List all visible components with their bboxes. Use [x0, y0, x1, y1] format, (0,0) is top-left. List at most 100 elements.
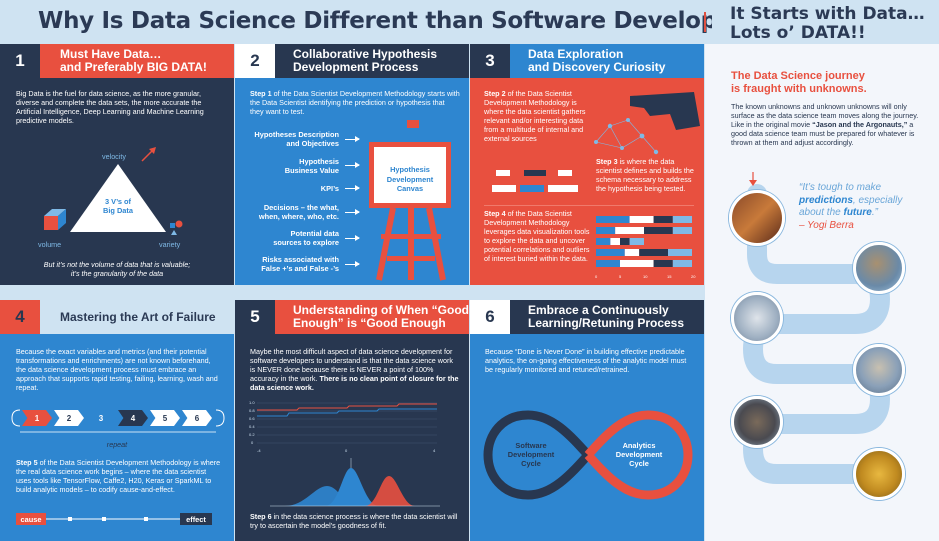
accuracy-line-chart: 1.00.8 0.60.4 0.20 -4 0 4 [249, 400, 437, 453]
volume-label: volume [38, 240, 62, 249]
quote-author: – Yogi Berra [799, 220, 854, 231]
bar-segment [672, 260, 692, 267]
panel-4-number: 4 [0, 300, 40, 334]
panel-2-heading: Collaborative Hypothesis Development Pro… [293, 48, 437, 74]
journey-heading-line2: is fraught with unknowns. [731, 83, 867, 95]
quote-text: “It’s tough to make predictions, especia… [799, 182, 903, 218]
svg-text:1.0: 1.0 [249, 400, 255, 405]
hand-network-icon [594, 92, 700, 155]
panel-6-number: 6 [470, 300, 510, 334]
step-chevron: 6 [182, 410, 212, 426]
bronze-giant-photo [853, 242, 905, 294]
panel-3-heading: Data Exploration and Discovery Curiosity [528, 48, 665, 74]
panel-1: 1 Must Have Data… and Preferably BIG DAT… [0, 44, 234, 285]
panel-1-heading-line2: and Preferably BIG DATA! [60, 60, 207, 74]
right-title-line1: It Starts with Data… [730, 4, 925, 24]
panel-6-heading: Embrace a Continuously Learning/Retuning… [528, 304, 684, 330]
journey-heading: The Data Science journey is fraught with… [731, 70, 867, 96]
step5-text: Step 5 of the Data Scientist Development… [16, 458, 221, 494]
panel-4-heading: Mastering the Art of Failure [60, 310, 216, 324]
repeat-label: repeat [106, 440, 128, 449]
big-data-triangle [70, 164, 166, 232]
item-business-value: Hypothesis Business Value [284, 157, 339, 175]
journey-body: The known unknowns and unknown unknowns … [731, 102, 919, 147]
bar-segment [596, 238, 611, 245]
panel-2-number: 2 [235, 44, 275, 78]
item-objectives: Hypotheses Description and Objectives [254, 130, 339, 148]
distribution-curves [270, 458, 440, 507]
panel-3-header: 3 Data Exploration and Discovery Curiosi… [470, 44, 704, 78]
step6-text: Step 6 in the data science process is wh… [250, 512, 458, 530]
skeleton-warriors-photo [731, 292, 783, 344]
arrow-1 [345, 136, 360, 142]
schema-blocks [492, 170, 578, 192]
right-column: The Data Science journey is fraught with… [705, 44, 939, 541]
item-kpis: KPI’s [320, 184, 339, 193]
repeat-loop [11, 409, 225, 433]
panel-2: 2 Collaborative Hypothesis Development P… [235, 44, 469, 285]
hydra-photo [853, 344, 905, 396]
panel-4-body: Because the exact variables and metrics … [16, 347, 218, 392]
panel-2-heading-line1: Collaborative Hypothesis [293, 47, 438, 61]
panel-6: 6 Embrace a Continuously Learning/Retuni… [470, 300, 704, 541]
panel-4: 4 Mastering the Art of Failure Because t… [0, 300, 234, 541]
bar-segment [620, 260, 654, 267]
caption-line2: it’s the granularity of the data [70, 269, 164, 278]
step2-text: Step 2 of the Data Scientist Development… [484, 89, 586, 143]
item-decisions: Decisions – the what, when, where, who, e… [258, 203, 339, 221]
panel-3: 3 Data Exploration and Discovery Curiosi… [470, 44, 704, 285]
bar-segment [620, 238, 630, 245]
svg-text:0.8: 0.8 [249, 408, 255, 413]
variety-label: variety [159, 240, 181, 249]
panel-1-header: 1 Must Have Data… and Preferably BIG DAT… [0, 44, 234, 78]
item-data-sources: Potential data sources to explore [273, 229, 339, 247]
page-title: Why Is Data Science Different than Softw… [38, 8, 796, 34]
svg-text:0: 0 [251, 440, 254, 445]
panel-1-heading: Must Have Data… and Preferably BIG DATA! [60, 48, 207, 74]
panel-5-heading-line1: Understanding of When “Good [293, 303, 469, 317]
volume-cube [44, 209, 66, 230]
talos-photo [731, 396, 783, 448]
panel-3-divider [484, 205, 694, 206]
bar-segment [596, 227, 616, 234]
axis-tick-label: 20 [691, 274, 696, 279]
triangle-label-line1: 3 V’s of [104, 197, 131, 206]
panel-5: 5 Understanding of When “Good Enough” is… [235, 300, 469, 541]
panel-6-header: 6 Embrace a Continuously Learning/Retuni… [470, 300, 704, 334]
step-chevron: 3 [86, 410, 116, 426]
panel-2-heading-line2: Development Process [293, 60, 419, 74]
svg-text:0: 0 [345, 448, 348, 453]
three-vs-diagram [44, 147, 183, 235]
step-chevron: 1 [22, 410, 52, 426]
bar-segment [653, 216, 673, 223]
arrow-4 [345, 209, 360, 215]
step-chevron: 2 [54, 410, 84, 426]
bar-segment [668, 249, 692, 256]
journey-heading-line1: The Data Science journey [731, 70, 865, 82]
cause-label: cause [16, 513, 46, 525]
axis-tick-label: 5 [619, 274, 622, 279]
svg-text:-4: -4 [257, 448, 261, 453]
right-header: It Starts with Data… Lots o’ DATA!! [712, 0, 939, 44]
bar-segment [596, 249, 625, 256]
svg-text:4: 4 [433, 448, 436, 453]
axis-tick-label: 15 [667, 274, 672, 279]
panel-1-body: Big Data is the fuel for data science, a… [16, 89, 204, 125]
panel-6-body: Because “Done is Never Done” in building… [485, 347, 687, 374]
axis-tick-label: 10 [643, 274, 648, 279]
bar-segment [624, 249, 640, 256]
canvas-line1: Hypothesis [390, 165, 430, 174]
panel-3-heading-line1: Data Exploration [528, 47, 624, 61]
golden-fleece-photo [853, 448, 905, 500]
panel-6-heading-line2: Learning/Retuning Process [528, 316, 685, 330]
bar-segment [672, 216, 692, 223]
panel-5-heading: Understanding of When “Good Enough” is “… [293, 304, 469, 330]
triangle-label-line2: Big Data [103, 206, 133, 215]
axis-tick-label: 0 [595, 274, 598, 279]
svg-text:0.6: 0.6 [249, 416, 255, 421]
panel-2-body: Step 1 of the Data Scientist Development… [250, 89, 460, 116]
arrow-5 [345, 235, 360, 241]
step-chevron: 5 [150, 410, 180, 426]
right-title-line2: Lots o’ DATA!! [730, 23, 866, 43]
effect-label: effect [180, 513, 212, 525]
